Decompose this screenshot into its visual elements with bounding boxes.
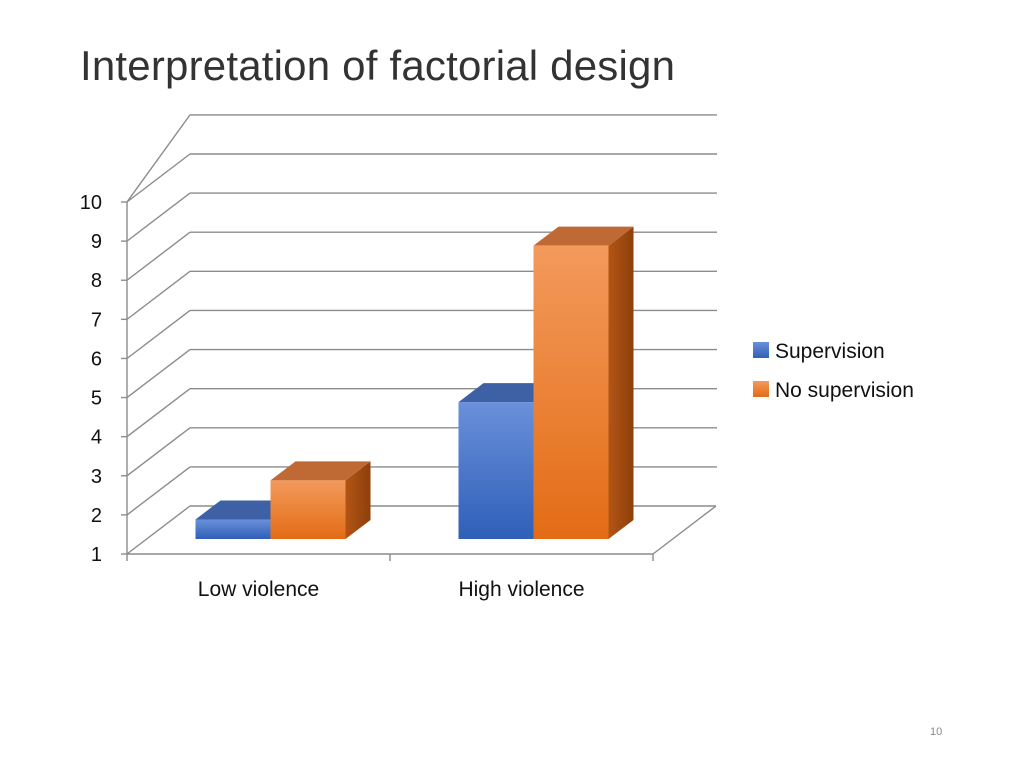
y-tick-label: 8 <box>91 270 102 292</box>
y-tick-label: 3 <box>91 466 102 488</box>
legend-label-no-supervision: No supervision <box>775 379 914 402</box>
chart-legend: Supervision No supervision <box>753 340 914 402</box>
bar-no-supervision-high-violence <box>533 226 634 539</box>
y-tick-label: 5 <box>91 388 102 410</box>
chart-bars <box>195 226 634 539</box>
y-tick-label: 2 <box>91 505 102 527</box>
bar-front-face <box>533 245 609 539</box>
bar-side-face <box>345 461 371 539</box>
y-tick-label: 6 <box>91 348 102 370</box>
legend-label-supervision: Supervision <box>775 340 885 363</box>
y-tick-label: 7 <box>91 309 102 331</box>
gridline-side <box>126 153 191 203</box>
legend-swatch-no-supervision <box>753 381 769 397</box>
bar-side-face <box>608 226 634 539</box>
y-tick-label: 4 <box>91 427 102 449</box>
floor-left-edge <box>126 505 191 555</box>
gridline-side <box>126 427 191 477</box>
bar-front-face <box>195 519 271 539</box>
gridline-side <box>126 348 191 399</box>
chart-axes <box>121 201 654 561</box>
y-tick-label: 1 <box>91 544 102 566</box>
gridline-side-top <box>126 114 191 203</box>
gridline-side <box>126 388 191 438</box>
slide-title: Interpretation of factorial design <box>80 42 676 89</box>
gridline-side <box>126 231 191 281</box>
gridline-side <box>126 466 191 516</box>
y-tick-label: 9 <box>91 231 102 253</box>
gridline-side <box>126 270 191 320</box>
page-number: 10 <box>930 726 943 738</box>
legend-swatch-supervision <box>753 342 769 358</box>
bar-top-face <box>270 461 371 481</box>
bar-no-supervision-low-violence <box>270 461 371 539</box>
chart-labels: 1 2 3 4 5 6 7 8 9 10 Low violence High violence <box>80 192 585 601</box>
floor-right-edge <box>652 505 717 555</box>
gridline-side <box>126 192 191 242</box>
gridline-side <box>126 309 191 360</box>
bar-front-face <box>270 480 346 539</box>
x-category-label: Low violence <box>198 578 319 601</box>
y-tick-label: 10 <box>80 192 102 214</box>
x-category-label: High violence <box>458 578 584 601</box>
bar-front-face <box>458 402 534 539</box>
bar-top-face <box>533 226 634 246</box>
